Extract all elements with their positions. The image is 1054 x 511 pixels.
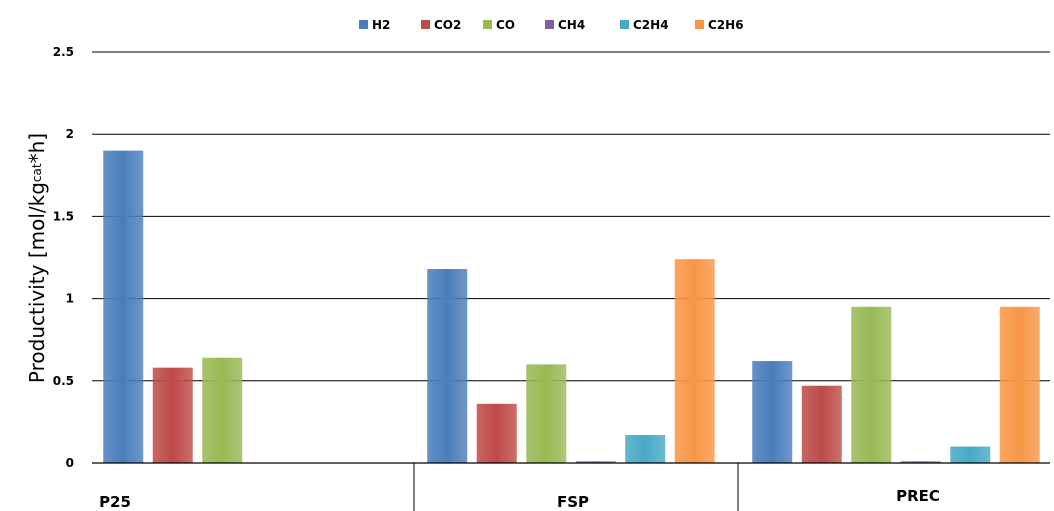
y-tick-label: 1.5 xyxy=(53,209,74,223)
bar-CO-FSP xyxy=(526,364,567,463)
bar-H2-P25 xyxy=(103,150,144,463)
chart-gridlines xyxy=(92,51,1050,382)
legend-label: CO xyxy=(496,18,515,32)
legend-label: H2 xyxy=(372,18,390,32)
bar-CO2-PREC xyxy=(801,385,842,463)
bar-CO2-P25 xyxy=(152,367,193,463)
x-axis: P25 FSP PREC xyxy=(92,462,1050,511)
y-axis-label-end: *h] xyxy=(25,133,49,163)
legend-swatch xyxy=(695,20,704,29)
y-tick-label: 0.5 xyxy=(53,374,74,388)
x-category-label: FSP xyxy=(557,493,589,511)
bar-H2-PREC xyxy=(752,361,793,463)
x-category-label: PREC xyxy=(896,487,940,505)
bar-CH4-PREC xyxy=(900,461,941,463)
x-category-label: P25 xyxy=(99,493,131,511)
y-tick-label: 1 xyxy=(66,292,74,306)
legend-swatch xyxy=(421,20,430,29)
bar-C2H4-FSP xyxy=(625,435,666,463)
legend-label: CH4 xyxy=(558,18,585,32)
y-axis-label-main: Productivity [mol/kg xyxy=(25,182,49,383)
y-tick-label: 2.5 xyxy=(53,45,74,59)
legend-label: C2H4 xyxy=(633,18,669,32)
legend-swatch xyxy=(545,20,554,29)
legend-label: C2H6 xyxy=(708,18,744,32)
legend-swatch xyxy=(620,20,629,29)
bar-CO-PREC xyxy=(851,306,892,463)
bar-C2H6-FSP xyxy=(674,259,715,463)
y-tick-label: 0 xyxy=(66,456,74,470)
bar-CO-P25 xyxy=(202,357,243,463)
chart-bars xyxy=(103,150,1040,463)
bar-C2H4-PREC xyxy=(950,446,991,463)
bar-C2H6-PREC xyxy=(999,306,1040,463)
legend-label: CO2 xyxy=(434,18,461,32)
bar-CH4-FSP xyxy=(575,461,616,463)
y-axis-label-sub: cat xyxy=(30,163,44,182)
y-axis-label: Productivity [mol/kgcat*h] xyxy=(25,133,49,383)
bar-H2-FSP xyxy=(427,269,468,463)
chart-legend: H2 CO2 CO CH4 C2H4 C2H6 xyxy=(359,18,744,32)
bar-CO2-FSP xyxy=(476,403,517,463)
legend-swatch xyxy=(483,20,492,29)
y-axis-ticks: 0 0.5 1 1.5 2 2.5 xyxy=(53,45,74,470)
legend-swatch xyxy=(359,20,368,29)
y-tick-label: 2 xyxy=(66,127,74,141)
